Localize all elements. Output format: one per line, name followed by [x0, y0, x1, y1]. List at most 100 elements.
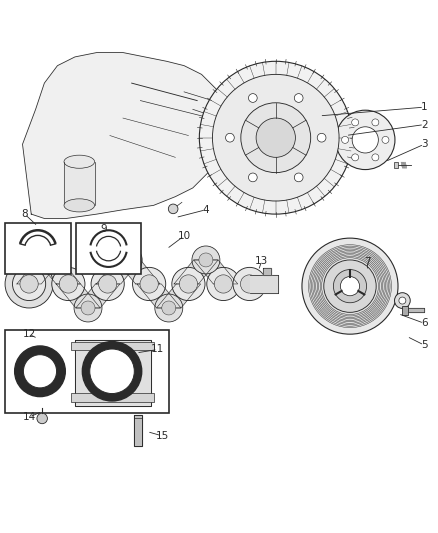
Circle shape: [294, 173, 303, 182]
Circle shape: [192, 246, 220, 274]
Circle shape: [74, 294, 102, 322]
Circle shape: [121, 253, 135, 267]
Circle shape: [226, 133, 234, 142]
Bar: [71, 342, 154, 350]
Polygon shape: [76, 284, 120, 308]
Circle shape: [214, 275, 233, 293]
Circle shape: [333, 270, 367, 303]
Circle shape: [372, 119, 379, 126]
Circle shape: [311, 248, 389, 325]
Circle shape: [172, 268, 205, 301]
Polygon shape: [56, 284, 100, 308]
Text: 14: 14: [22, 412, 36, 422]
Bar: [394, 162, 398, 168]
Circle shape: [352, 127, 378, 153]
Circle shape: [133, 268, 166, 301]
Circle shape: [12, 268, 46, 301]
Polygon shape: [408, 308, 424, 312]
Polygon shape: [156, 284, 201, 308]
Circle shape: [199, 61, 352, 214]
Circle shape: [155, 294, 183, 322]
Circle shape: [114, 246, 142, 274]
Polygon shape: [134, 415, 142, 446]
Text: 7: 7: [364, 257, 371, 267]
Circle shape: [35, 246, 63, 274]
Text: 9: 9: [100, 224, 106, 235]
Bar: [5, 330, 169, 413]
Text: 5: 5: [421, 340, 427, 350]
Polygon shape: [96, 260, 141, 284]
Polygon shape: [36, 260, 81, 284]
Text: 2: 2: [421, 119, 427, 130]
Circle shape: [59, 275, 78, 293]
Polygon shape: [194, 260, 238, 284]
Circle shape: [14, 346, 65, 397]
Polygon shape: [137, 284, 181, 308]
Polygon shape: [64, 161, 95, 205]
Text: 15: 15: [155, 431, 169, 441]
Circle shape: [382, 136, 389, 143]
Circle shape: [316, 252, 384, 320]
Circle shape: [320, 256, 380, 316]
Text: 6: 6: [421, 318, 427, 328]
Text: 12: 12: [22, 329, 36, 339]
Circle shape: [241, 103, 311, 173]
Circle shape: [324, 260, 376, 312]
Ellipse shape: [64, 199, 95, 212]
Circle shape: [168, 204, 178, 214]
Circle shape: [233, 268, 266, 301]
Circle shape: [42, 253, 56, 267]
Circle shape: [248, 94, 257, 102]
Circle shape: [248, 173, 257, 182]
Bar: [71, 393, 154, 402]
Text: 1: 1: [421, 102, 427, 112]
Circle shape: [256, 118, 295, 157]
Polygon shape: [75, 340, 151, 406]
Circle shape: [5, 260, 53, 308]
Circle shape: [81, 301, 95, 315]
Text: 10: 10: [177, 231, 191, 241]
Polygon shape: [22, 53, 241, 219]
Circle shape: [314, 251, 385, 322]
Circle shape: [162, 301, 176, 315]
Bar: [5, 223, 71, 274]
Text: 4: 4: [203, 205, 209, 215]
Circle shape: [20, 275, 38, 293]
Circle shape: [99, 275, 117, 293]
Circle shape: [294, 94, 303, 102]
Polygon shape: [250, 275, 278, 293]
Bar: [402, 306, 408, 314]
Circle shape: [352, 119, 359, 126]
Polygon shape: [174, 260, 218, 284]
Text: 8: 8: [21, 209, 28, 219]
Circle shape: [340, 277, 360, 296]
Circle shape: [212, 75, 339, 201]
Circle shape: [207, 268, 240, 301]
Circle shape: [336, 110, 395, 169]
Circle shape: [317, 253, 383, 319]
Circle shape: [317, 133, 326, 142]
Circle shape: [199, 253, 213, 267]
Polygon shape: [17, 260, 61, 284]
Circle shape: [352, 154, 359, 161]
Circle shape: [37, 413, 47, 424]
Circle shape: [342, 136, 349, 143]
Circle shape: [302, 238, 398, 334]
Circle shape: [310, 246, 390, 326]
Circle shape: [395, 293, 410, 309]
Circle shape: [91, 268, 124, 301]
Polygon shape: [116, 260, 160, 284]
Circle shape: [319, 255, 381, 318]
Circle shape: [399, 297, 406, 304]
Ellipse shape: [64, 155, 95, 168]
Circle shape: [372, 154, 379, 161]
Circle shape: [90, 349, 134, 393]
Circle shape: [308, 245, 392, 328]
Circle shape: [23, 354, 57, 388]
Circle shape: [82, 342, 142, 401]
Circle shape: [140, 275, 158, 293]
Circle shape: [52, 268, 85, 301]
Text: 13: 13: [255, 256, 268, 266]
Circle shape: [321, 258, 378, 314]
Bar: [76, 223, 141, 274]
